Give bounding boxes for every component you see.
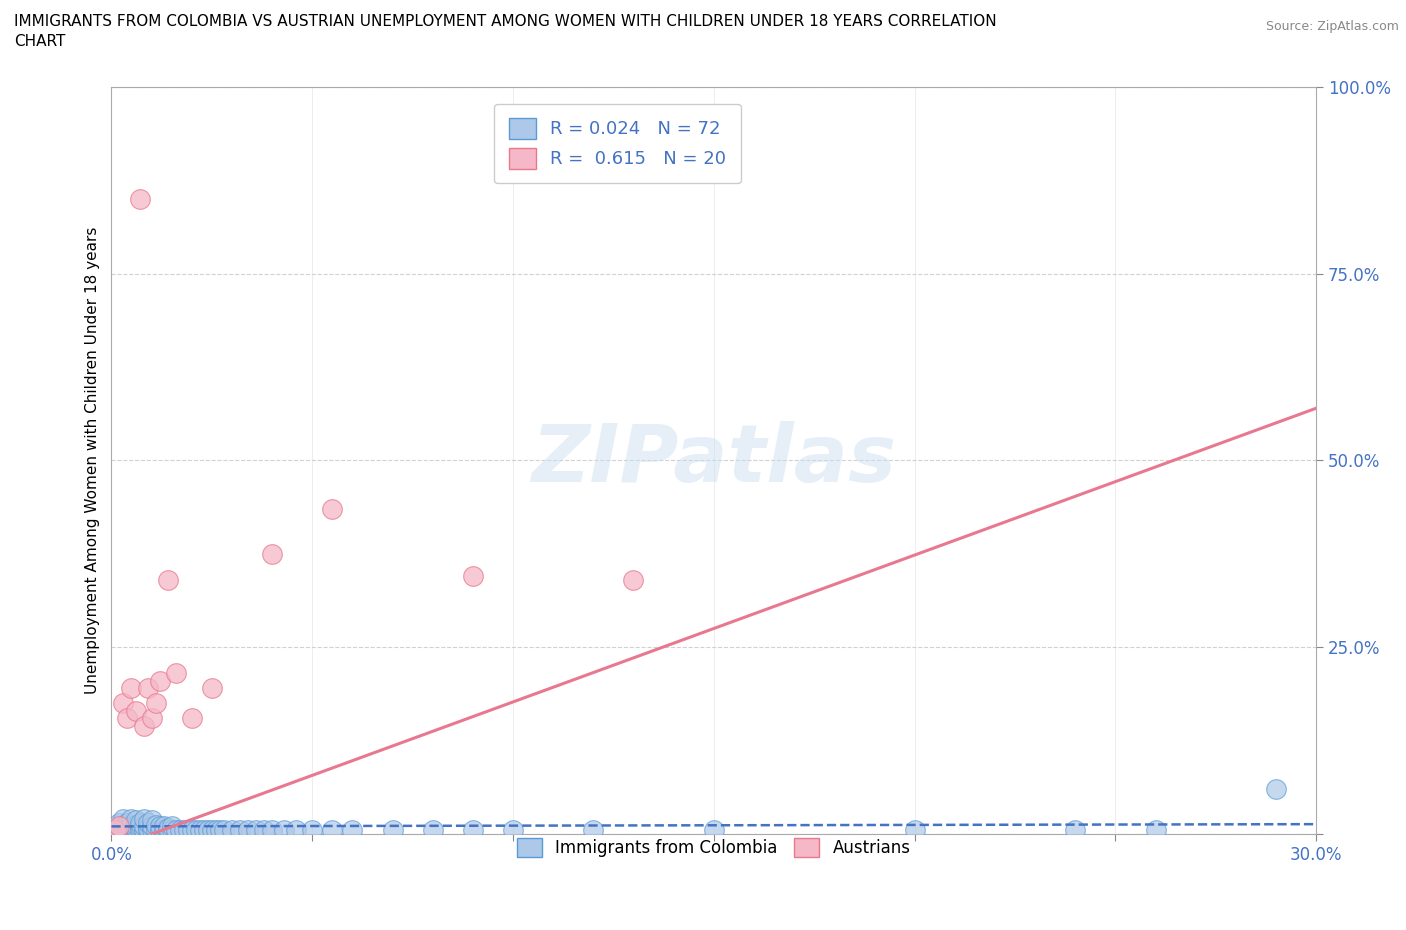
Point	[156, 573, 179, 588]
Point	[321, 823, 343, 838]
Point	[132, 823, 155, 838]
Point	[112, 812, 135, 827]
Point	[236, 823, 259, 838]
Point	[1265, 781, 1288, 796]
Point	[145, 696, 167, 711]
Point	[205, 823, 228, 838]
Point	[152, 823, 174, 838]
Point	[124, 817, 146, 832]
Point	[260, 823, 283, 838]
Point	[117, 819, 139, 834]
Point	[141, 823, 163, 838]
Point	[124, 823, 146, 838]
Point	[165, 823, 187, 838]
Point	[104, 823, 127, 838]
Point	[212, 823, 235, 838]
Point	[193, 823, 215, 838]
Point	[173, 823, 195, 838]
Point	[121, 812, 143, 827]
Point	[156, 823, 179, 838]
Point	[253, 823, 276, 838]
Point	[177, 823, 200, 838]
Point	[112, 819, 135, 834]
Point	[132, 718, 155, 733]
Point	[149, 823, 172, 838]
Point	[1144, 823, 1167, 838]
Text: Source: ZipAtlas.com: Source: ZipAtlas.com	[1265, 20, 1399, 33]
Point	[136, 681, 159, 696]
Point	[132, 812, 155, 827]
Point	[117, 711, 139, 725]
Point	[342, 823, 364, 838]
Point	[112, 696, 135, 711]
Text: IMMIGRANTS FROM COLOMBIA VS AUSTRIAN UNEMPLOYMENT AMONG WOMEN WITH CHILDREN UNDE: IMMIGRANTS FROM COLOMBIA VS AUSTRIAN UNE…	[14, 14, 997, 29]
Point	[128, 816, 150, 830]
Point	[132, 819, 155, 834]
Point	[582, 823, 605, 838]
Text: CHART: CHART	[14, 34, 66, 49]
Y-axis label: Unemployment Among Women with Children Under 18 years: Unemployment Among Women with Children U…	[86, 227, 100, 694]
Point	[141, 813, 163, 828]
Point	[108, 819, 131, 834]
Point	[117, 823, 139, 838]
Point	[184, 823, 207, 838]
Point	[149, 819, 172, 834]
Point	[108, 819, 131, 834]
Point	[136, 816, 159, 830]
Point	[903, 823, 925, 838]
Point	[1064, 823, 1087, 838]
Point	[136, 823, 159, 838]
Point	[117, 816, 139, 830]
Point	[180, 711, 202, 725]
Point	[136, 820, 159, 835]
Point	[141, 711, 163, 725]
Point	[121, 823, 143, 838]
Point	[156, 820, 179, 835]
Point	[145, 823, 167, 838]
Point	[422, 823, 444, 838]
Point	[461, 569, 484, 584]
Point	[104, 823, 127, 838]
Point	[180, 823, 202, 838]
Point	[201, 823, 224, 838]
Point	[108, 816, 131, 830]
Point	[221, 823, 243, 838]
Point	[703, 823, 725, 838]
Point	[152, 819, 174, 834]
Point	[381, 823, 404, 838]
Point	[121, 681, 143, 696]
Legend: Immigrants from Colombia, Austrians: Immigrants from Colombia, Austrians	[503, 824, 924, 870]
Point	[141, 819, 163, 834]
Point	[229, 823, 252, 838]
Point	[128, 823, 150, 838]
Point	[160, 819, 183, 834]
Point	[124, 820, 146, 835]
Point	[124, 703, 146, 718]
Point	[160, 823, 183, 838]
Point	[169, 823, 191, 838]
Point	[112, 823, 135, 838]
Point	[201, 681, 224, 696]
Point	[124, 813, 146, 828]
Point	[145, 817, 167, 832]
Point	[461, 823, 484, 838]
Point	[208, 823, 231, 838]
Point	[245, 823, 267, 838]
Point	[128, 819, 150, 834]
Point	[165, 666, 187, 681]
Point	[128, 192, 150, 206]
Point	[301, 823, 323, 838]
Point	[260, 547, 283, 562]
Point	[197, 823, 219, 838]
Point	[285, 823, 308, 838]
Point	[273, 823, 295, 838]
Point	[623, 573, 645, 588]
Point	[121, 819, 143, 834]
Point	[502, 823, 524, 838]
Point	[149, 673, 172, 688]
Point	[188, 823, 211, 838]
Point	[321, 501, 343, 516]
Text: ZIPatlas: ZIPatlas	[531, 421, 896, 499]
